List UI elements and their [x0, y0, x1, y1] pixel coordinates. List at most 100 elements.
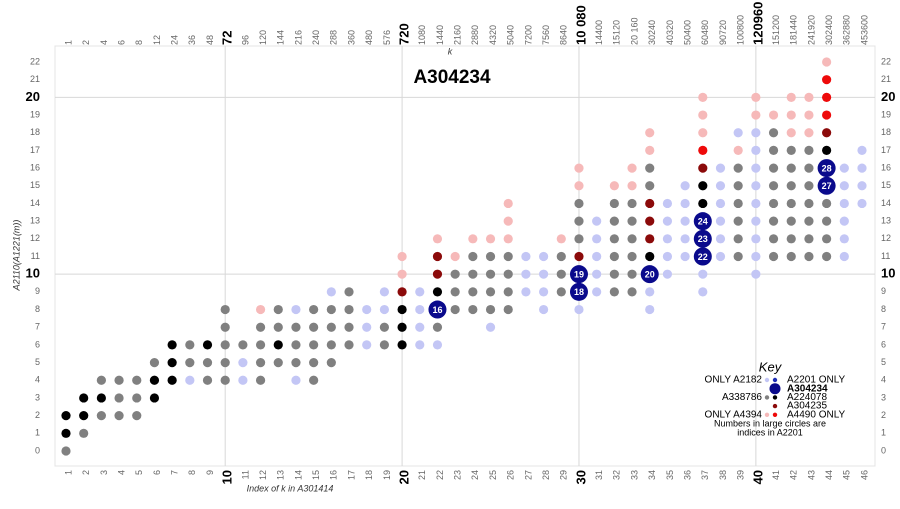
point: [114, 393, 124, 403]
point: [804, 251, 814, 262]
y-tick-label: 19: [30, 109, 40, 119]
point: [609, 181, 619, 191]
point: [503, 251, 513, 262]
x-tick-label: 21: [417, 470, 427, 480]
point: [609, 216, 619, 226]
x-tick-label: 27: [523, 470, 533, 480]
point: [149, 357, 160, 368]
y-tick-label-right: 0: [881, 445, 886, 455]
point: [680, 216, 690, 226]
point: [768, 110, 779, 120]
x-tick-label: 23: [453, 470, 463, 480]
y-tick-label-right: 20: [881, 89, 895, 104]
x2-tick-label: 15120: [612, 20, 622, 45]
point: [627, 251, 637, 262]
point: [485, 251, 496, 262]
point: [185, 340, 195, 350]
point: [309, 340, 319, 350]
x-tick-label: 11: [240, 470, 250, 479]
x-tick-label: 46: [859, 470, 869, 480]
point: [592, 234, 602, 244]
point: [255, 322, 266, 332]
y-tick-label: 16: [30, 162, 40, 172]
point: [362, 340, 372, 350]
point: [751, 163, 761, 173]
point: [255, 304, 266, 315]
point: [574, 163, 584, 173]
point: [733, 163, 743, 173]
x2-tick-label: 20 160: [629, 17, 639, 45]
point: [627, 234, 637, 244]
y-tick-label-right: 13: [881, 216, 891, 226]
point: [857, 181, 867, 191]
point: [822, 110, 832, 120]
point: [751, 216, 761, 226]
x2-tick-label: 1440: [435, 25, 445, 45]
point: [786, 216, 796, 226]
point: [415, 322, 425, 332]
x2-tick-label: 7200: [523, 25, 533, 45]
point: [450, 287, 460, 297]
point: [96, 375, 106, 385]
x2-tick-label: 2160: [453, 25, 463, 45]
point: [291, 340, 301, 350]
legend-label: ONLY A4394: [705, 409, 763, 420]
point: [786, 110, 796, 120]
x-tick-label: 31: [594, 470, 604, 480]
point: [397, 269, 407, 279]
point: [432, 322, 443, 332]
point: [273, 322, 283, 332]
x2-tick-label: 12: [152, 35, 162, 45]
point: [503, 304, 513, 315]
x2-tick-label: 4: [99, 40, 109, 45]
x2-tick-label: 144: [276, 30, 286, 45]
large-point: [693, 229, 712, 248]
point: [768, 216, 779, 226]
point: [432, 234, 443, 244]
x2-tick-label: 216: [293, 30, 303, 45]
point: [309, 304, 319, 315]
x-tick-label: 15: [311, 470, 321, 480]
large-point: [693, 212, 712, 231]
point: [220, 375, 230, 385]
point: [733, 251, 743, 262]
legend-label: A2201 ONLY: [787, 375, 846, 386]
point: [503, 287, 513, 297]
point: [592, 251, 602, 262]
point: [574, 251, 584, 262]
y-tick-label: 7: [35, 322, 40, 332]
y-tick-label-right: 6: [881, 339, 886, 349]
point: [432, 251, 443, 262]
legend-marker: [764, 377, 770, 383]
legend-marker: [764, 395, 770, 400]
large-point: [817, 159, 836, 178]
y-tick-label: 21: [30, 74, 40, 84]
point-label: 20: [645, 270, 655, 280]
point: [839, 198, 849, 209]
plot-frame: [54, 45, 876, 467]
y-tick-label-right: 1: [881, 428, 886, 438]
point: [114, 411, 124, 421]
point-label: 16: [432, 305, 442, 315]
point: [698, 110, 708, 120]
point: [627, 287, 637, 297]
point: [485, 234, 496, 244]
point: [715, 163, 726, 173]
point: [485, 322, 496, 332]
point: [79, 393, 89, 403]
x2-tick-label: 151200: [771, 15, 781, 45]
point: [397, 287, 407, 297]
legend-label: ONLY A2182: [705, 375, 763, 386]
point: [804, 198, 814, 209]
point: [309, 357, 319, 368]
point: [680, 251, 690, 262]
point: [273, 340, 283, 350]
x2-tick-label: 72: [220, 31, 235, 45]
point: [751, 110, 761, 120]
x-tick-label: 3: [99, 470, 109, 475]
point-label: 19: [574, 270, 584, 280]
point: [485, 304, 496, 315]
x2-tick-label: 5040: [506, 25, 516, 45]
point: [822, 128, 832, 138]
y-tick-label-right: 18: [881, 127, 891, 137]
